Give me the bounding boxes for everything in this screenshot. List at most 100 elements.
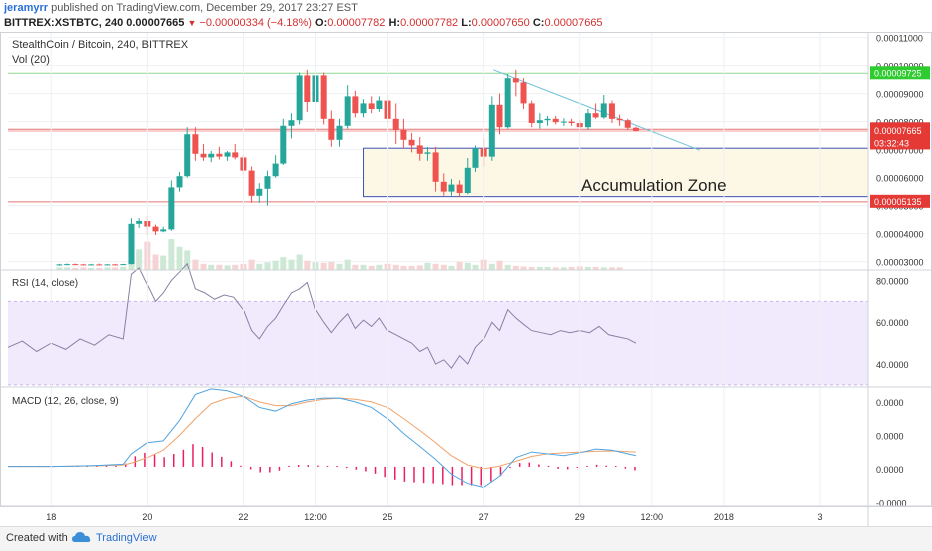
volume-bar (584, 266, 591, 270)
candle-body (608, 103, 615, 119)
candle-body (488, 104, 495, 157)
volume-bar (288, 259, 295, 270)
rsi-band (8, 301, 868, 385)
volume-bar (424, 262, 431, 270)
chart-canvas[interactable]: 0.000110000.000100000.000090000.00008000… (0, 32, 932, 526)
rsi-tick-label: 40.0000 (876, 360, 909, 370)
time-tick-label: 22 (238, 512, 248, 522)
macd-pane-title: MACD (12, 26, close, 9) (12, 396, 119, 407)
candle-body (432, 152, 439, 182)
ohlc-low-key: L: (461, 17, 472, 29)
candle-body (256, 188, 263, 196)
down-arrow-icon: ▼ (187, 18, 197, 28)
candle-body (160, 229, 167, 232)
candle-body (120, 264, 127, 266)
trendline (493, 69, 701, 151)
author-link[interactable]: jeramyrr (4, 2, 49, 14)
price-axis-tag-text: 03:32:43 (874, 138, 909, 148)
candle-body (264, 176, 271, 189)
candle-body (464, 167, 471, 193)
volume-bar (320, 262, 327, 270)
symbol-label: BITTREX:XSTBTC, 240 (4, 17, 124, 29)
time-axis[interactable]: 18 20 22 12:00 25 27 29 12:00 2018 3 (46, 512, 822, 522)
macd-tick-label: 0.0000 (876, 431, 904, 441)
candle-body (104, 264, 111, 266)
macd-tick-label: 0.0000 (876, 465, 904, 475)
ohlc-open-key: O: (315, 17, 328, 29)
volume-bar (224, 265, 231, 270)
ohlc-close-value: 0.00007665 (544, 17, 603, 29)
candle-body (224, 152, 231, 157)
volume-bar (400, 265, 407, 270)
volume-bar (160, 255, 167, 270)
price-axis-tag (870, 194, 930, 208)
candle-body (216, 153, 223, 157)
volume-bar (344, 259, 351, 270)
publish-line: jeramyrr published on TradingView.com, D… (4, 2, 358, 14)
volume-bar (512, 265, 519, 270)
candle-body (320, 75, 327, 119)
volume-bar (168, 239, 175, 270)
volume-bar (472, 264, 479, 270)
price-axis-tag-text: 0.00005135 (874, 197, 922, 207)
volume-bar (256, 263, 263, 270)
candle-body (296, 75, 303, 121)
volume-bar (504, 264, 511, 270)
volume-bar (72, 267, 79, 270)
volume-bar (464, 262, 471, 270)
candle-body (400, 130, 407, 140)
volume-bar (488, 263, 495, 270)
volume-bar (536, 266, 543, 270)
rsi-line (7, 262, 637, 370)
candle-body (600, 103, 607, 118)
volume-bar (616, 267, 623, 270)
volume-bar (208, 264, 215, 270)
candle-body (496, 104, 503, 128)
price-axis-tag (870, 123, 930, 137)
price-tick-label: 0.00011000 (876, 34, 923, 44)
candle-body (528, 103, 535, 123)
volume-bar (552, 267, 559, 270)
candle-body (624, 120, 631, 128)
candle-body (536, 120, 543, 123)
rsi-pane[interactable]: 80.0000 60.0000 40.0000 (7, 262, 909, 386)
macd-tick-label: 0.0000 (876, 398, 904, 408)
candle-body (136, 221, 143, 224)
time-tick-label: 27 (479, 512, 489, 522)
volume-bar (176, 246, 183, 270)
candle-body (64, 264, 71, 266)
created-with-text: Created with (6, 532, 68, 544)
volume-bar (120, 266, 127, 270)
macd-tick-label: -0.0000 (876, 498, 907, 508)
tradingview-link[interactable]: TradingView (96, 532, 157, 544)
volume-bar (560, 267, 567, 270)
candle-body (192, 134, 199, 154)
volume-bar (216, 264, 223, 270)
candle-body (88, 264, 95, 266)
candle-body (456, 184, 463, 193)
candle-body (56, 264, 63, 266)
candle-body (544, 118, 551, 121)
candle-body (472, 148, 479, 168)
volume-bar (136, 249, 143, 270)
candle-body (560, 121, 567, 123)
volume-bar (608, 267, 615, 270)
volume-bar (264, 262, 271, 270)
candle-body (80, 264, 87, 266)
time-tick-label: 25 (383, 512, 393, 522)
ohlc-high-value: 0.00007782 (400, 17, 459, 29)
rsi-tick-label: 60.0000 (876, 318, 909, 328)
candle-body (248, 170, 255, 196)
macd-pane[interactable]: 0.0000 0.0000 0.0000 -0.0000 (8, 388, 907, 508)
candle-body (632, 127, 639, 131)
volume-bar (248, 259, 255, 270)
candle-body (208, 153, 215, 158)
last-price: 0.00007665 (126, 17, 185, 29)
price-tick-label: 0.00007000 (876, 146, 924, 156)
candle-body (184, 134, 191, 177)
rsi-pane-title: RSI (14, close) (12, 278, 78, 289)
candle-body (592, 113, 599, 118)
candle-body (336, 125, 343, 140)
candle-body (376, 100, 383, 109)
published-text: published on TradingView.com, December 2… (48, 2, 358, 14)
